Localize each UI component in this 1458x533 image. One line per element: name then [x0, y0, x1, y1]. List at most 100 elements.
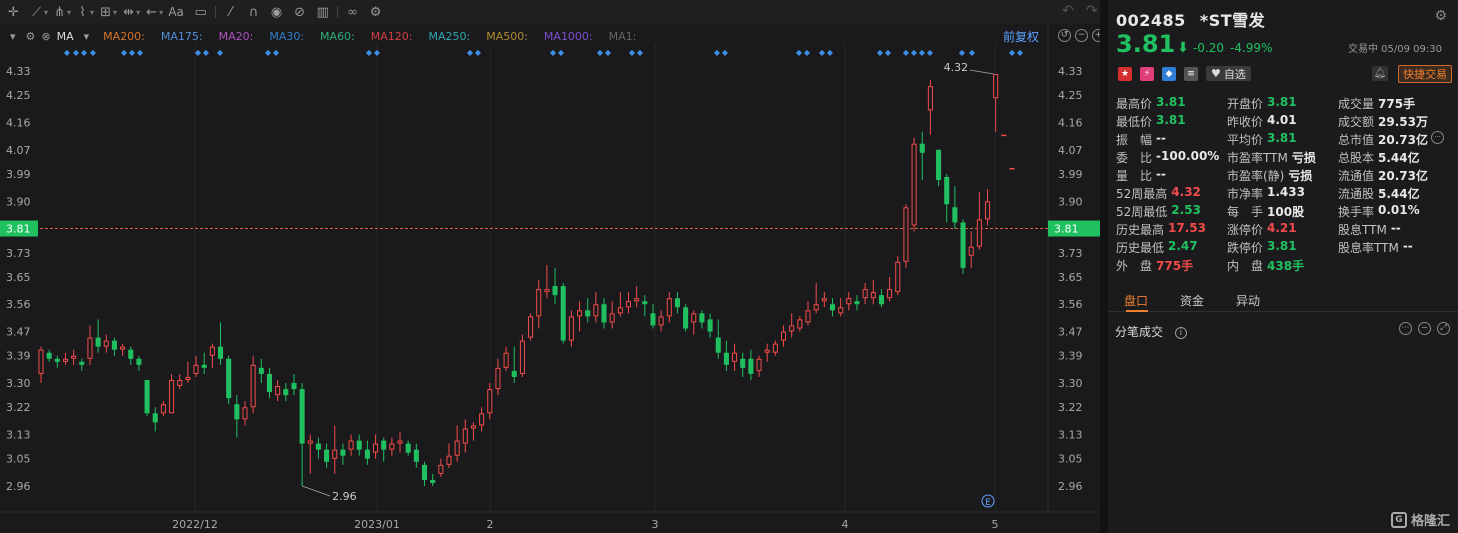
stat-label: 开盘价 [1227, 97, 1264, 111]
stat-value: 2.47 [1168, 239, 1198, 253]
ma-item[interactable]: MA500: [486, 29, 528, 43]
stat-cell [1338, 257, 1456, 275]
ma-item[interactable]: MA60: [320, 29, 355, 43]
settings-icon[interactable]: ⚙ [25, 29, 36, 43]
ma-item[interactable]: MA200: [103, 29, 145, 43]
logo-text: 格隆汇 [1410, 514, 1450, 529]
collapse-icon[interactable]: ▾ [10, 29, 16, 43]
settings-icon[interactable]: ⚙ [1434, 8, 1447, 24]
candle-body [854, 301, 860, 305]
adjust-dropdown[interactable]: 前复权 [1003, 30, 1040, 44]
stats-row: 历史最高 17.53 涨停价 4.21 股息TTM -- [1116, 221, 1456, 239]
panel-divider[interactable] [1100, 0, 1108, 533]
tab-alerts[interactable]: 异动 [1236, 294, 1261, 308]
quick-trade-button[interactable]: 快捷交易 [1398, 65, 1452, 83]
panel-tabs: 盘口 资金 异动 [1108, 284, 1458, 312]
chevron-down-icon[interactable]: ▾ [44, 7, 49, 17]
margin-icon[interactable]: ⚡ [1140, 66, 1154, 81]
trash-icon[interactable]: ▥ [316, 4, 329, 20]
signal-dot: ◆ [195, 48, 202, 57]
hide-icon[interactable]: ⊘ [294, 4, 306, 20]
candle-body [79, 361, 85, 365]
tick-controls: ··· − ⤢ [1399, 322, 1450, 335]
ma-item[interactable]: MA30: [269, 29, 305, 43]
alert-bell-icon[interactable]: 🔔︎ [1372, 66, 1388, 81]
signal-dot: ◆ [203, 48, 210, 57]
overlay-icon[interactable]: ∞ [347, 4, 359, 20]
more-icon[interactable]: ··· [1399, 322, 1412, 335]
ma-items: MA200: MA175: MA20: MA30: MA60: MA120: MA250: M… [103, 30, 652, 43]
undo-icon[interactable]: ↶ [1062, 3, 1074, 19]
stats-row: 最高价 3.81 开盘价 3.81 成交量 775手 [1116, 95, 1456, 113]
kline-chart[interactable]: ▾ ⚙ ⊗ MA ▾ MA200: MA175: MA20: MA30: MA60: MA… [0, 24, 1105, 533]
zoom-out-icon[interactable]: − [1418, 322, 1431, 335]
stat-label: 成交量 [1338, 97, 1375, 111]
line-tool-icon[interactable]: ⟋ [31, 4, 42, 20]
stat-cell: 跌停价 3.81 [1227, 239, 1338, 257]
signal-dot: ◆ [129, 48, 136, 57]
stat-label: 外 盘 [1116, 259, 1153, 273]
pen-icon[interactable]: ⁄ [229, 4, 232, 20]
stat-cell: 委 比 -100.00% [1116, 149, 1227, 167]
y-tick-label: 3.30 [1058, 377, 1083, 390]
stat-label: 历史最高 [1116, 223, 1165, 237]
candlestick-chart[interactable]: 4.33 4.33 4.25 4.25 4.16 4.16 4.07 4.07 3.99 3.99… [0, 24, 1100, 533]
candle-body [503, 352, 509, 368]
ma-item[interactable]: MA175: [160, 29, 203, 43]
text-tool-button[interactable]: Aa [168, 5, 184, 19]
close-icon[interactable]: ⊗ [41, 29, 51, 43]
candle-body [821, 298, 827, 302]
signal-dot: ◆ [217, 48, 224, 57]
settings-icon[interactable]: ⚙ [369, 4, 382, 20]
price-change: -0.20 [1192, 41, 1225, 55]
chevron-down-icon[interactable]: ▾ [159, 7, 164, 17]
candle-body [1009, 167, 1015, 170]
stat-label: 量 比 [1116, 169, 1153, 183]
stat-value: 3.81 [1156, 95, 1186, 109]
chevron-down-icon[interactable]: ▾ [90, 7, 95, 17]
range-tool-icon[interactable]: ⇹ [123, 4, 135, 20]
arrow-left-tool-icon[interactable]: ← [146, 4, 158, 20]
watchlist-button[interactable]: ♥ 自选 [1206, 66, 1251, 81]
doc-icon[interactable]: ≡ [1184, 66, 1198, 81]
candle-body [87, 337, 93, 359]
crosshair-icon[interactable]: ✛ [8, 4, 19, 20]
y-tick-label: 3.65 [6, 271, 31, 284]
chevron-down-icon[interactable]: ▾ [136, 7, 141, 17]
reset-icon[interactable]: ↺ [1058, 29, 1071, 42]
ma-toggle[interactable]: MA [56, 29, 74, 43]
candle-body [217, 346, 224, 359]
candle-body [919, 143, 925, 153]
comment-icon[interactable]: ▭ [194, 4, 207, 20]
chevron-down-icon[interactable]: ▾ [83, 29, 90, 43]
low-annotation: 2.96 [332, 490, 357, 503]
chevron-down-icon[interactable]: ▾ [113, 7, 118, 17]
link-icon[interactable]: ◆ [1162, 66, 1176, 81]
info-icon[interactable]: i [1174, 326, 1187, 339]
y-tick-label: 4.07 [1058, 144, 1083, 157]
more-icon[interactable]: ··· [1430, 131, 1444, 144]
stat-cell: 股息TTM -- [1338, 221, 1456, 239]
zoom-out-icon[interactable]: − [1075, 29, 1088, 42]
ma-item[interactable]: MA1: [608, 29, 637, 43]
tab-capital[interactable]: 资金 [1180, 294, 1205, 308]
candle-body [944, 177, 950, 205]
candle-body [103, 340, 109, 347]
candle-body [413, 449, 419, 462]
ma-item[interactable]: MA1000: [543, 29, 593, 43]
ma-item[interactable]: MA250: [428, 29, 471, 43]
candle-body [911, 143, 917, 226]
fork-tool-icon[interactable]: ⋔ [54, 4, 65, 20]
wave-tool-icon[interactable]: ⌇ [79, 4, 86, 20]
ma-item[interactable]: MA20: [218, 29, 254, 43]
tab-orderbook[interactable]: 盘口 [1124, 294, 1149, 308]
popout-icon[interactable]: ⤢ [1437, 322, 1450, 335]
chevron-down-icon[interactable]: ▾ [67, 7, 72, 17]
candle-body [373, 443, 379, 453]
ma-item[interactable]: MA120: [370, 29, 413, 43]
magnet-icon[interactable]: ∩ [248, 4, 259, 20]
stats-row: 振 幅 -- 平均价 3.81 总市值 20.73亿 ··· [1116, 131, 1456, 149]
eye-icon[interactable]: ◉ [270, 4, 283, 20]
redo-icon[interactable]: ↷ [1086, 3, 1098, 19]
measure-tool-icon[interactable]: ⊞ [100, 4, 111, 20]
